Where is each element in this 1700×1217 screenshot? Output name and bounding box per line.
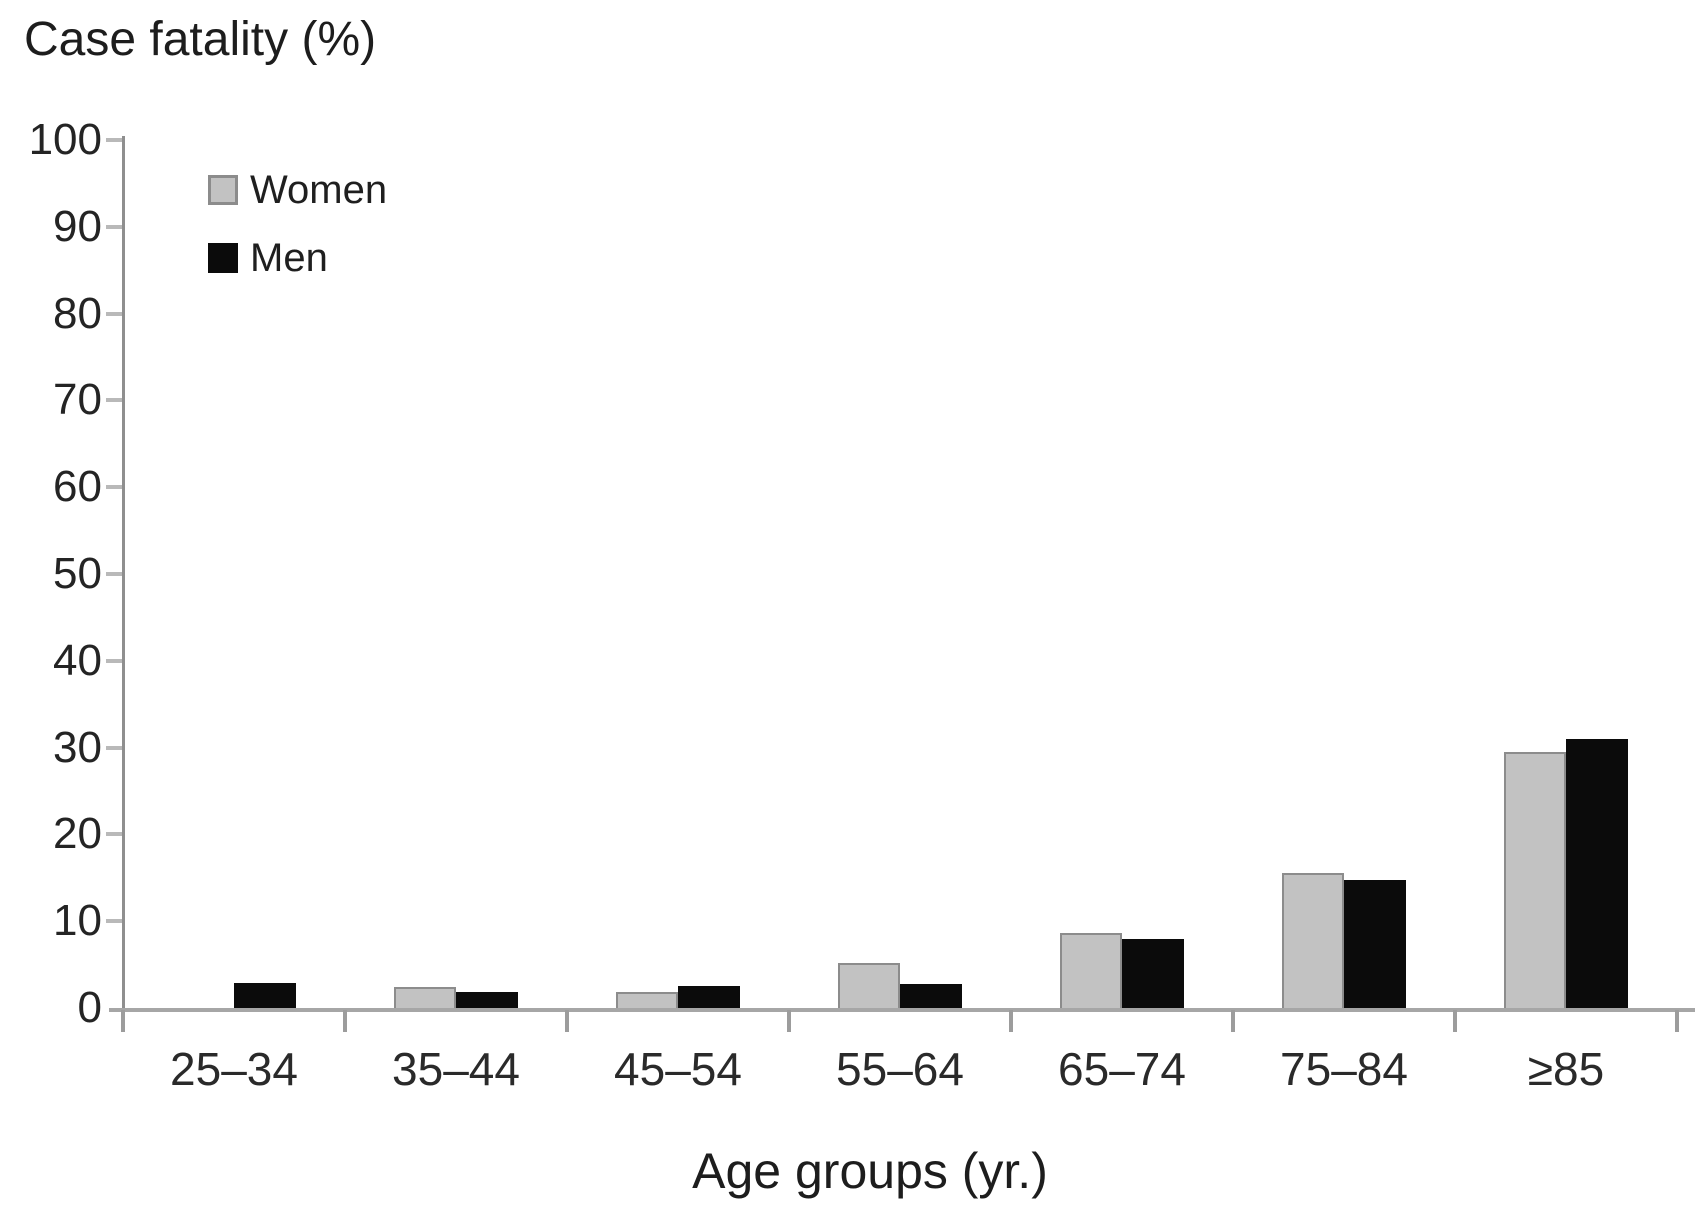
y-tick-label-50: 50 (53, 549, 102, 598)
x-tick-label-3: 55–64 (836, 1043, 964, 1095)
y-tick-label-30: 30 (53, 722, 102, 772)
bar-men-group-0 (234, 983, 296, 1008)
bar-women-group-1 (394, 987, 456, 1008)
bar-men-group-1 (456, 992, 518, 1008)
x-tick-1 (343, 1010, 347, 1032)
bar-women-group-2 (616, 992, 678, 1008)
x-tick-0 (121, 1010, 125, 1032)
legend-item-women: Women (208, 168, 387, 212)
y-tick-100 (106, 138, 122, 142)
men-series-swatch-icon (208, 243, 238, 273)
bar-men-group-2 (678, 986, 740, 1008)
bar-men-group-3 (900, 984, 962, 1008)
x-tick-6 (1453, 1010, 1457, 1032)
x-tick-label-2: 45–54 (614, 1043, 742, 1095)
x-tick-label-5: 75–84 (1280, 1043, 1408, 1095)
y-tick-50 (106, 572, 122, 576)
legend: Women Men (208, 168, 387, 304)
bar-women-group-3 (838, 963, 900, 1008)
y-tick-label-80: 80 (53, 288, 102, 338)
y-tick-label-40: 40 (53, 635, 102, 685)
y-axis-line (122, 136, 125, 1012)
bar-women-group-4 (1060, 933, 1122, 1008)
y-tick-label-60: 60 (53, 462, 102, 512)
bar-group-3 (789, 140, 1011, 1008)
y-tick-90 (106, 224, 122, 229)
y-tick-label-10: 10 (53, 896, 102, 946)
y-tick-60 (106, 485, 122, 490)
y-tick-40 (106, 658, 122, 663)
y-tick-label-0: 0 (77, 983, 102, 1032)
y-tick-label-100: 100 (28, 115, 102, 164)
y-tick-80 (106, 311, 122, 316)
x-tick-label-1: 35–44 (392, 1043, 520, 1095)
y-axis-tick-labels: 0 10 20 30 40 50 60 70 80 90 100 (0, 118, 102, 1030)
y-tick-20 (106, 832, 122, 837)
x-tick-label-0: 25–34 (170, 1043, 298, 1095)
bar-group-0 (123, 140, 345, 1008)
legend-label-men: Men (250, 235, 328, 280)
x-axis-title: Age groups (yr.) (692, 1143, 1048, 1199)
bar-group-5 (1233, 140, 1455, 1008)
bar-men-group-5 (1344, 880, 1406, 1008)
x-tick-label-4: 65–74 (1058, 1043, 1186, 1095)
bar-group-4 (1011, 140, 1233, 1008)
x-tick-label-6: ≥85 (1527, 1043, 1605, 1095)
women-series-swatch-icon (208, 175, 238, 205)
y-tick-70 (106, 398, 122, 403)
x-tick-2 (565, 1010, 569, 1032)
bar-group-1 (345, 140, 567, 1008)
x-tick-3 (787, 1010, 791, 1032)
bar-women-group-6 (1504, 752, 1566, 1008)
x-axis-tick-labels: 25–34 35–44 45–54 55–64 65–74 75–84 ≥85 (123, 1046, 1677, 1106)
chart-title: Case fatality (%) (24, 13, 377, 66)
legend-item-men: Men (208, 236, 387, 280)
legend-label-women: Women (250, 167, 388, 212)
x-tick-5 (1231, 1010, 1235, 1032)
bar-men-group-6 (1566, 739, 1628, 1008)
y-tick-label-20: 20 (53, 809, 102, 859)
x-tick-7 (1675, 1010, 1679, 1032)
y-tick-label-70: 70 (53, 375, 102, 425)
x-axis-line (109, 1008, 1695, 1012)
bar-women-group-5 (1282, 873, 1344, 1008)
bar-group-6 (1455, 140, 1677, 1008)
x-tick-4 (1009, 1010, 1013, 1032)
y-tick-label-90: 90 (53, 201, 102, 251)
bar-group-2 (567, 140, 789, 1008)
y-tick-30 (106, 745, 122, 750)
y-tick-10 (106, 919, 122, 924)
plot-area: Women Men (106, 136, 1695, 1032)
bar-men-group-4 (1122, 939, 1184, 1008)
